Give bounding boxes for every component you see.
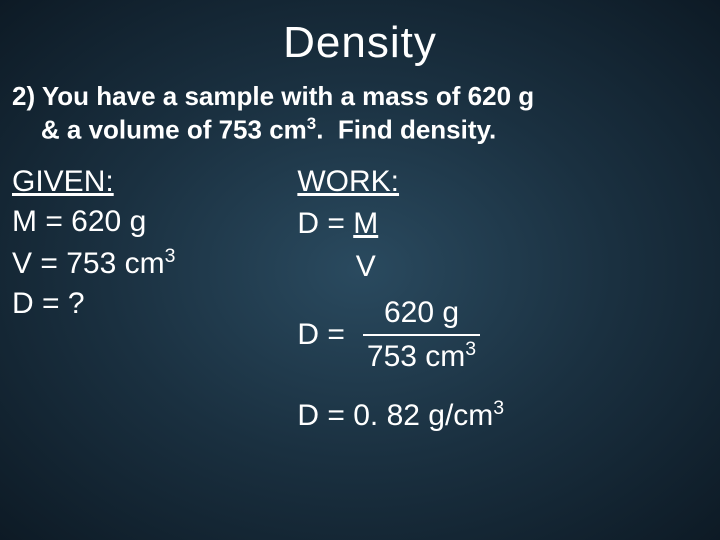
given-volume: V = 753 cm3 xyxy=(12,243,297,285)
slide-title: Density xyxy=(0,0,720,76)
given-volume-pre: V = 753 cm xyxy=(12,247,165,280)
work-column: WORK: D = M V D = 620 g 753 cm3 D = 0. 8… xyxy=(297,162,708,437)
problem-line1: 2) You have a sample with a mass of 620 … xyxy=(12,81,534,111)
work-formula-lhs: D = xyxy=(297,207,353,240)
work-formula-line2: V xyxy=(297,247,708,288)
work-substitution: D = 620 g 753 cm3 xyxy=(297,293,708,377)
work-formula-line1: D = M xyxy=(297,204,708,245)
work-frac-top: 620 g xyxy=(363,293,480,336)
work-result: D = 0. 82 g/cm3 xyxy=(297,395,708,437)
work-result-sup: 3 xyxy=(493,397,504,419)
given-mass: M = 620 g xyxy=(12,202,297,243)
problem-statement: 2) You have a sample with a mass of 620 … xyxy=(0,76,720,156)
given-density: D = ? xyxy=(12,284,297,325)
work-fraction: 620 g 753 cm3 xyxy=(363,293,480,377)
problem-line2-a: & a volume of 753 cm xyxy=(12,114,307,144)
given-column: GIVEN: M = 620 g V = 753 cm3 D = ? xyxy=(12,162,297,437)
given-volume-sup: 3 xyxy=(165,245,176,267)
problem-line2-b: . Find density. xyxy=(316,114,496,144)
work-frac-bot-sup: 3 xyxy=(465,338,476,360)
given-heading: GIVEN: xyxy=(12,162,297,203)
work-heading: WORK: xyxy=(297,162,708,203)
work-sub-lhs: D = xyxy=(297,315,345,356)
work-frac-bot: 753 cm3 xyxy=(363,336,480,378)
work-frac-bot-pre: 753 cm xyxy=(367,340,465,373)
problem-sup: 3 xyxy=(307,114,316,133)
work-formula-m: M xyxy=(353,207,378,240)
work-result-pre: D = 0. 82 g/cm xyxy=(297,399,493,432)
